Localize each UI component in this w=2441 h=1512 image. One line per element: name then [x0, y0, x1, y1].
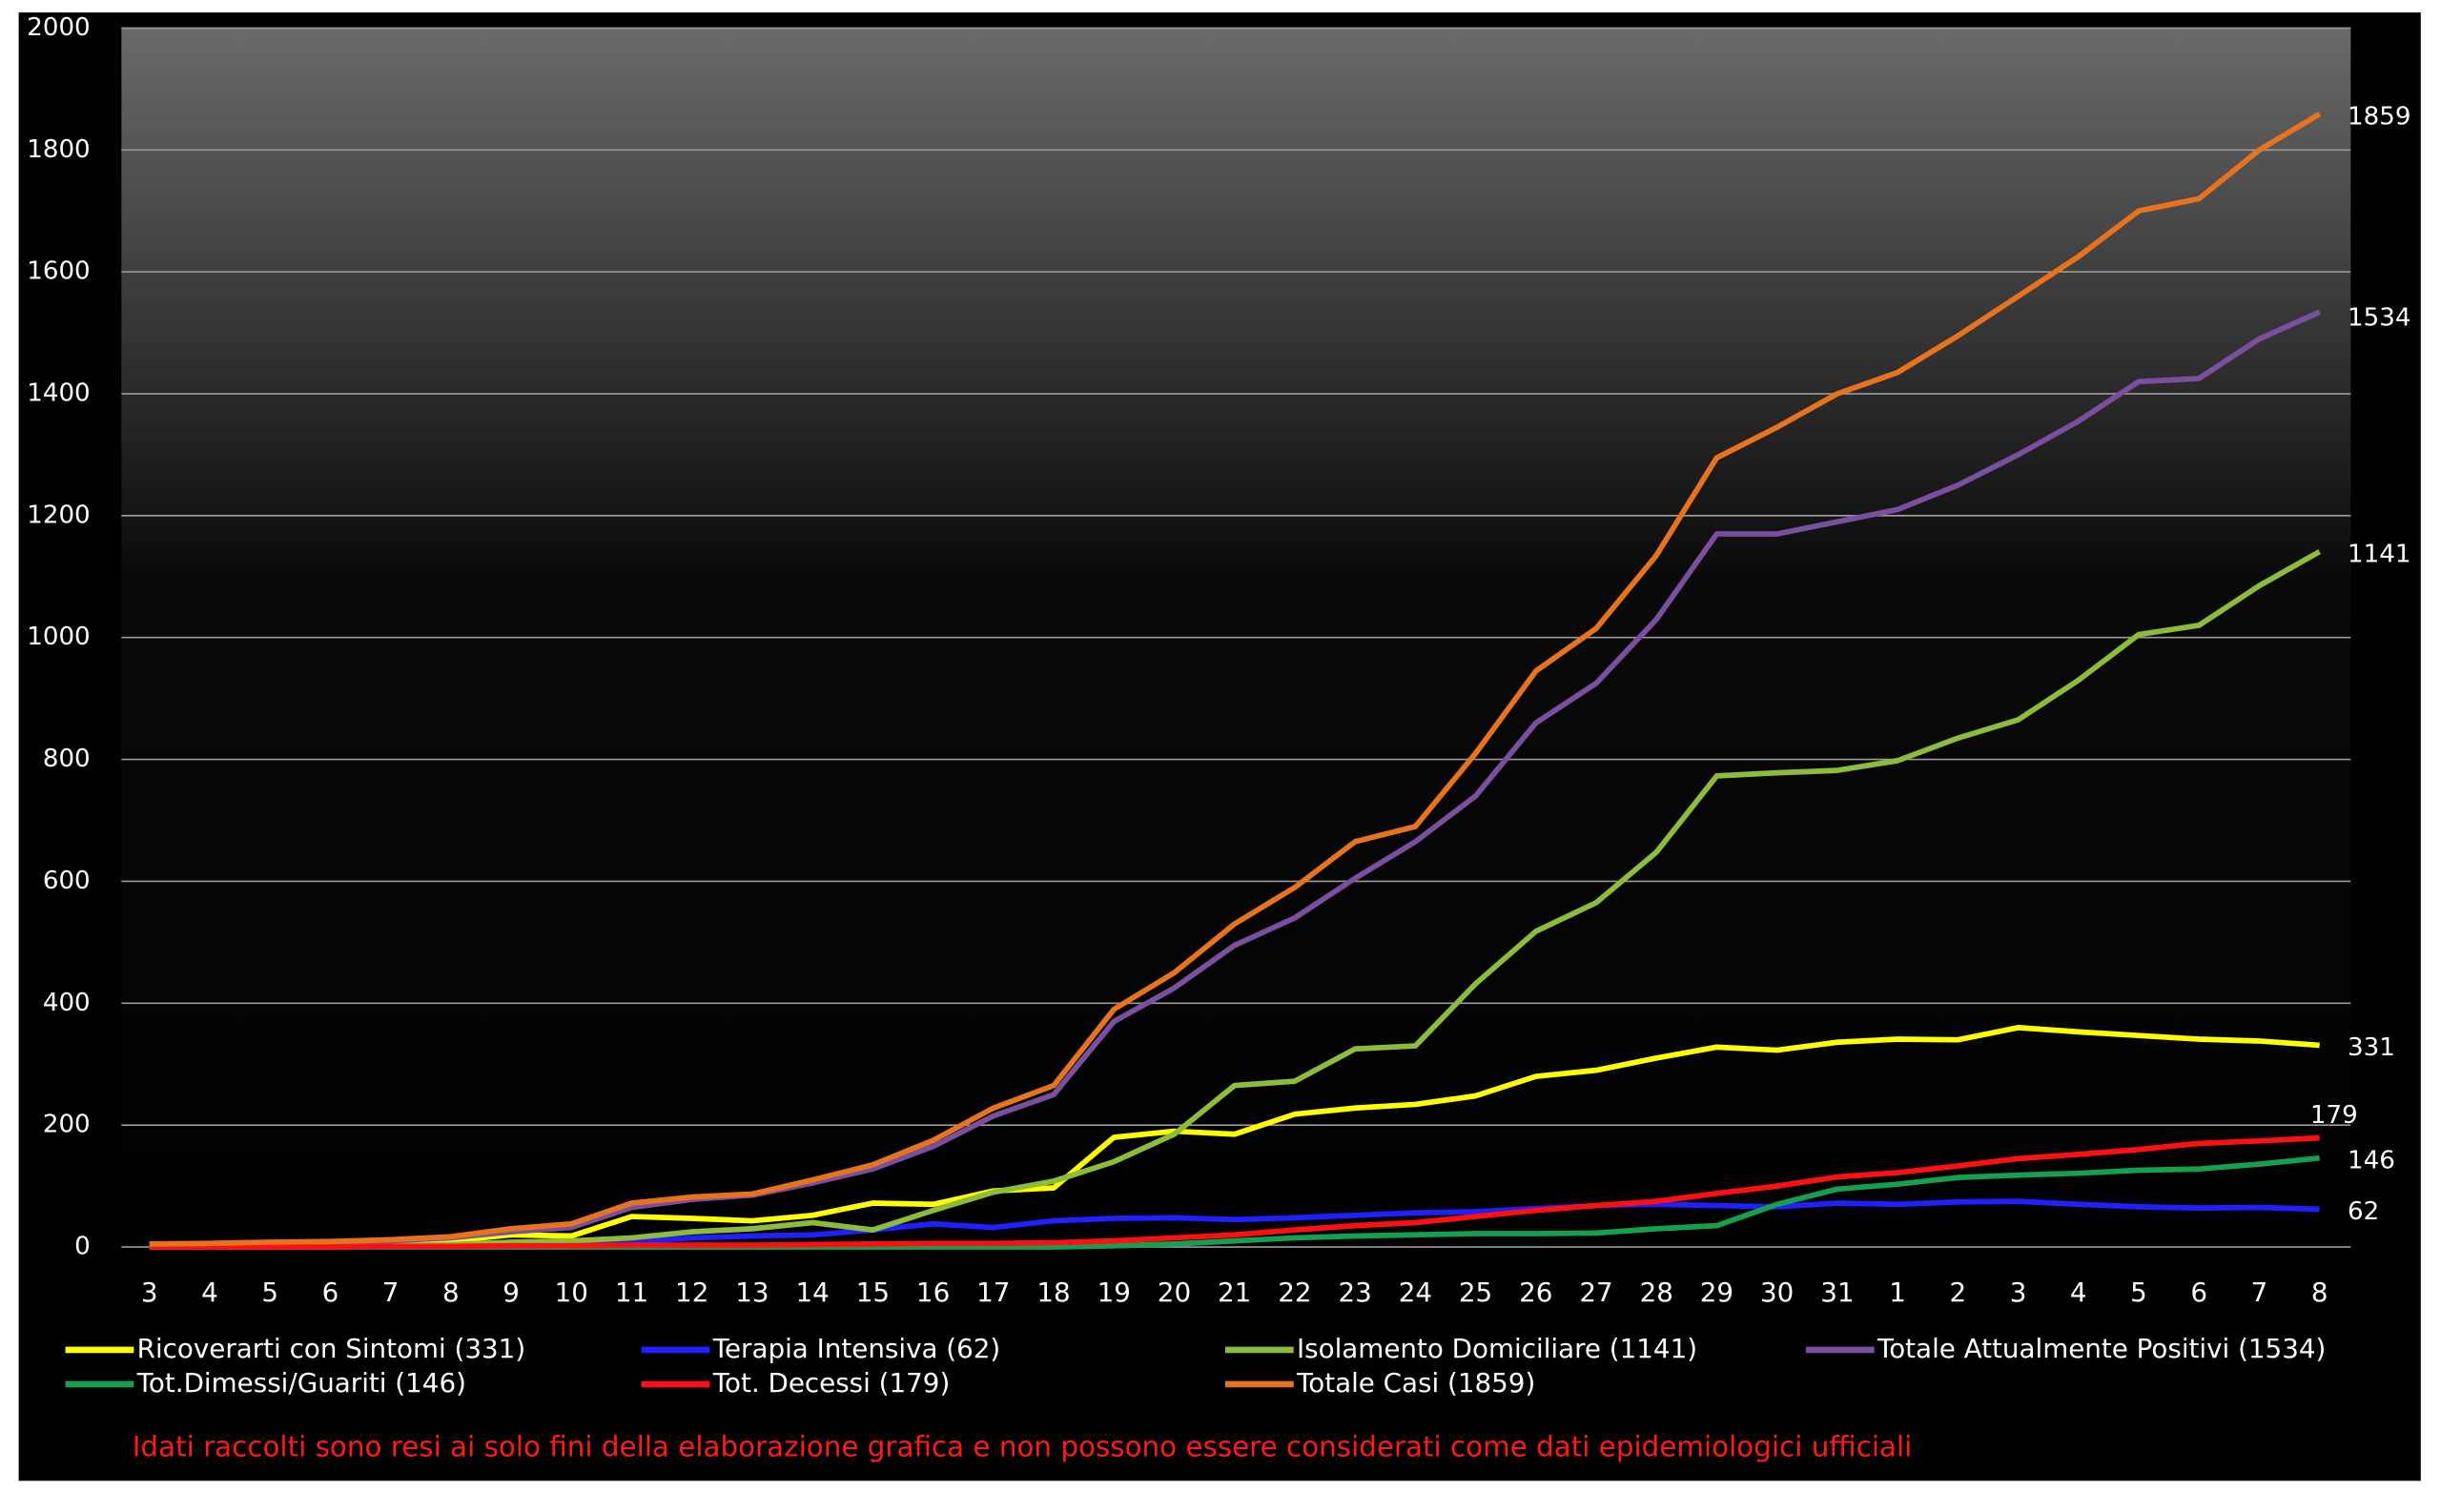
series-line [149, 549, 2322, 1250]
x-tick-label: 8 [442, 1277, 460, 1308]
data-label: 1141 [2348, 540, 2410, 568]
x-tick-label: 7 [2251, 1277, 2268, 1308]
x-tick-label: 7 [382, 1277, 400, 1308]
y-tick-label: 2000 [27, 13, 90, 42]
x-tick-label: 26 [1519, 1277, 1552, 1308]
series-line [149, 309, 2321, 1247]
x-tick-label: 23 [1338, 1277, 1371, 1308]
y-tick-label: 200 [43, 1111, 91, 1139]
x-tick-label: 9 [503, 1277, 520, 1308]
legend-label: Isolamento Domiciliare (1141) [1297, 1333, 1697, 1364]
x-tick-label: 31 [1820, 1277, 1854, 1308]
x-tick-label: 5 [2130, 1277, 2147, 1308]
legend-label: Totale Attualmente Positivi (1534) [1877, 1333, 2326, 1364]
x-tick-label: 28 [1640, 1277, 1673, 1308]
y-tick-label: 1000 [27, 623, 90, 651]
x-tick-label: 5 [261, 1277, 278, 1308]
y-tick-label: 0 [74, 1233, 91, 1261]
x-tick-label: 3 [141, 1277, 158, 1308]
x-tick-label: 29 [1700, 1277, 1733, 1308]
legend-label: Tot. Decessi (179) [712, 1367, 951, 1399]
y-tick-label: 1200 [27, 501, 90, 529]
x-tick-label: 30 [1760, 1277, 1794, 1308]
x-tick-label: 4 [2070, 1277, 2087, 1308]
x-tick-label: 18 [1036, 1277, 1070, 1308]
data-label: 1534 [2348, 303, 2410, 332]
series-line [149, 1025, 2320, 1248]
legend-label: Tot.Dimessi/Guariti (146) [136, 1367, 466, 1399]
y-tick-label: 1600 [27, 257, 90, 286]
x-tick-label: 11 [615, 1277, 648, 1308]
y-tick-label: 1400 [27, 379, 90, 408]
x-tick-label: 6 [2190, 1277, 2207, 1308]
x-tick-label: 20 [1158, 1277, 1191, 1308]
x-tick-label: 8 [2311, 1277, 2328, 1308]
y-tick-label: 400 [43, 989, 91, 1017]
x-tick-label: 17 [976, 1277, 1010, 1308]
x-tick-label: 21 [1218, 1277, 1251, 1308]
x-tick-label: 3 [2010, 1277, 2027, 1308]
series-line [149, 112, 2322, 1247]
x-tick-label: 15 [856, 1277, 890, 1308]
x-tick-label: 14 [795, 1277, 829, 1308]
legend-label: Ricoverarti con Sintomi (331) [137, 1333, 525, 1364]
x-tick-label: 27 [1579, 1277, 1612, 1308]
data-label: 62 [2348, 1197, 2379, 1226]
data-label: 179 [2310, 1101, 2358, 1130]
x-tick-label: 16 [916, 1277, 950, 1308]
data-label: 146 [2348, 1146, 2395, 1175]
x-tick-label: 25 [1459, 1277, 1492, 1308]
legend-label: Terapia Intensiva (62) [712, 1333, 1001, 1364]
x-tick-label: 19 [1097, 1277, 1131, 1308]
x-tick-label: 10 [555, 1277, 588, 1308]
note: Idati raccolti sono resi ai solo fini de… [133, 1430, 1913, 1462]
series-line [149, 1134, 2320, 1250]
x-tick-label: 1 [1889, 1277, 1906, 1308]
data-label: 1859 [2348, 102, 2410, 131]
x-tick-label: 24 [1399, 1277, 1432, 1308]
x-tick-label: 6 [322, 1277, 339, 1308]
x-tick-label: 4 [201, 1277, 218, 1308]
x-tick-label: 12 [675, 1277, 708, 1308]
x-tick-label: 22 [1278, 1277, 1311, 1308]
y-tick-label: 1800 [27, 135, 90, 164]
x-tick-label: 2 [1950, 1277, 1967, 1308]
legend-label: Totale Casi (1859) [1296, 1367, 1535, 1399]
x-tick-label: 13 [735, 1277, 769, 1308]
y-tick-label: 800 [43, 745, 91, 773]
y-tick-label: 600 [43, 867, 91, 895]
data-label: 331 [2348, 1033, 2395, 1062]
